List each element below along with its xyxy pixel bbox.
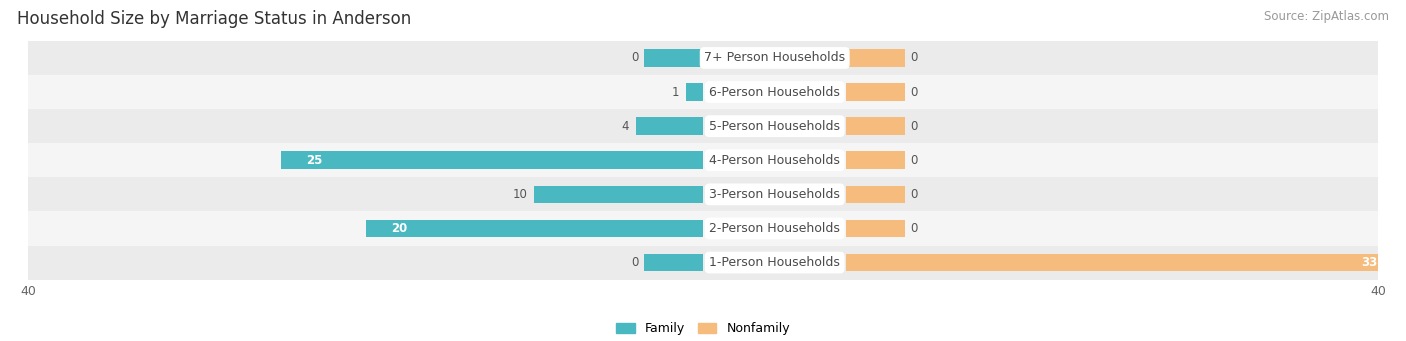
- Bar: [846, 186, 905, 203]
- Bar: [28, 75, 1378, 109]
- Text: 2-Person Households: 2-Person Households: [709, 222, 841, 235]
- Bar: [28, 246, 1378, 280]
- Text: 5-Person Households: 5-Person Households: [709, 120, 841, 133]
- Text: 10: 10: [513, 188, 527, 201]
- Text: 6-Person Households: 6-Person Households: [709, 86, 841, 99]
- Bar: [28, 41, 1378, 75]
- Bar: [644, 49, 703, 67]
- Text: 25: 25: [307, 154, 323, 167]
- Bar: [846, 220, 905, 237]
- Bar: [281, 151, 703, 169]
- Bar: [28, 177, 1378, 211]
- Text: 4-Person Households: 4-Person Households: [709, 154, 841, 167]
- Text: 20: 20: [391, 222, 408, 235]
- Text: 7+ Person Households: 7+ Person Households: [704, 51, 845, 64]
- Text: 0: 0: [911, 154, 918, 167]
- Bar: [846, 83, 905, 101]
- Text: 0: 0: [911, 51, 918, 64]
- Text: 1-Person Households: 1-Person Households: [709, 256, 841, 269]
- Text: 0: 0: [911, 86, 918, 99]
- Bar: [644, 254, 703, 271]
- Bar: [846, 117, 905, 135]
- Bar: [28, 143, 1378, 177]
- Text: 0: 0: [911, 188, 918, 201]
- Text: 0: 0: [631, 256, 638, 269]
- Text: Source: ZipAtlas.com: Source: ZipAtlas.com: [1264, 10, 1389, 23]
- Bar: [846, 151, 905, 169]
- Bar: [366, 220, 703, 237]
- Text: 33: 33: [1361, 256, 1378, 269]
- Text: 0: 0: [911, 222, 918, 235]
- Text: 4: 4: [621, 120, 628, 133]
- Legend: Family, Nonfamily: Family, Nonfamily: [612, 317, 794, 340]
- Text: Household Size by Marriage Status in Anderson: Household Size by Marriage Status in And…: [17, 10, 411, 28]
- Bar: [846, 49, 905, 67]
- Text: 0: 0: [911, 120, 918, 133]
- Text: 3-Person Households: 3-Person Households: [709, 188, 841, 201]
- Text: 0: 0: [631, 51, 638, 64]
- Bar: [686, 83, 703, 101]
- Bar: [534, 186, 703, 203]
- Bar: [28, 109, 1378, 143]
- Text: 1: 1: [672, 86, 679, 99]
- Bar: [846, 254, 1403, 271]
- Bar: [28, 211, 1378, 246]
- Bar: [636, 117, 703, 135]
